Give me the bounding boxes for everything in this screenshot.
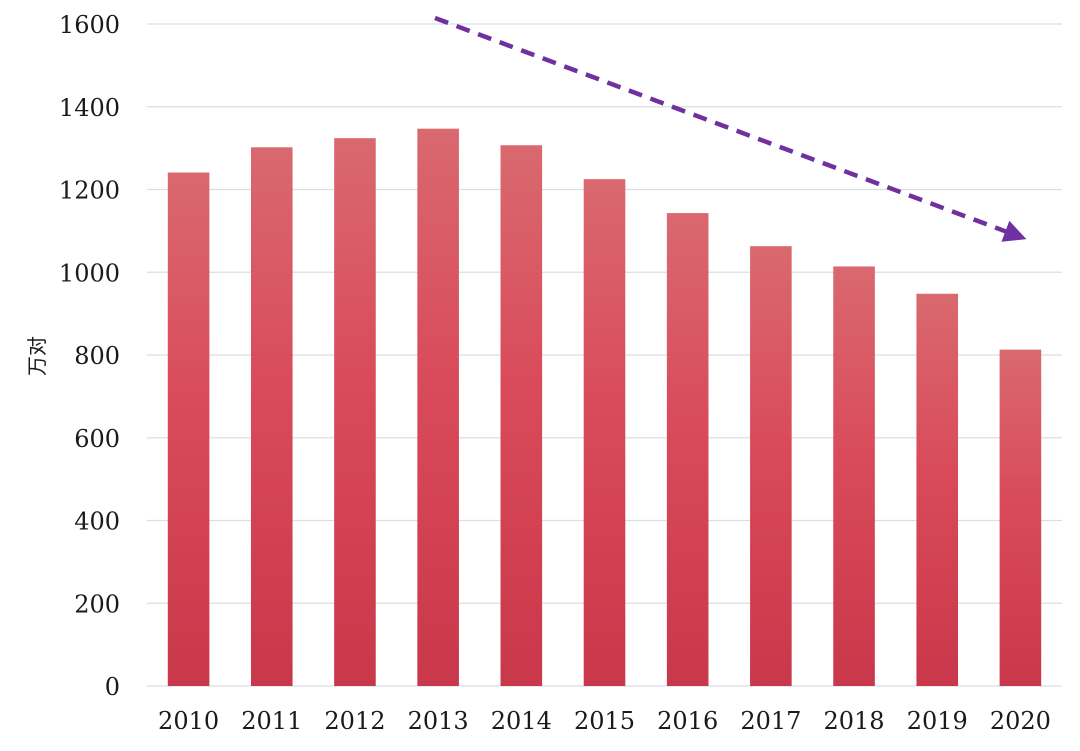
x-axis: 2010 2011 2012 2013 2014 2015 2016 2017 2018 2019… bbox=[158, 707, 1051, 735]
y-tick-label: 0 bbox=[105, 673, 120, 701]
x-tick-label: 2011 bbox=[241, 707, 302, 735]
bars bbox=[167, 128, 1042, 687]
bar-2010 bbox=[167, 172, 210, 686]
trend-arrow bbox=[434, 15, 1027, 242]
bar-2012 bbox=[334, 138, 376, 686]
x-tick-label: 2016 bbox=[657, 707, 718, 735]
bar-2020 bbox=[999, 349, 1042, 686]
bar-2011 bbox=[250, 147, 293, 687]
bar-2019 bbox=[916, 293, 959, 686]
y-tick-label: 400 bbox=[74, 508, 120, 536]
x-tick-label: 2020 bbox=[990, 707, 1051, 735]
y-tick-label: 1400 bbox=[59, 94, 120, 122]
y-tick-label: 1200 bbox=[59, 177, 120, 205]
bar-2016 bbox=[666, 213, 709, 687]
y-axis-label: 万对 bbox=[25, 336, 49, 376]
bar-2014 bbox=[500, 145, 543, 686]
bar-2015 bbox=[583, 179, 626, 686]
x-tick-label: 2015 bbox=[574, 707, 635, 735]
bar-2018 bbox=[833, 266, 875, 686]
x-tick-label: 2019 bbox=[907, 707, 968, 735]
x-tick-label: 2017 bbox=[740, 707, 801, 735]
y-tick-label: 1000 bbox=[59, 259, 120, 287]
y-tick-label: 800 bbox=[74, 342, 120, 370]
bar-2013 bbox=[417, 128, 459, 686]
y-tick-label: 600 bbox=[74, 425, 120, 453]
x-tick-label: 2013 bbox=[408, 707, 469, 735]
y-tick-label: 200 bbox=[74, 590, 120, 618]
y-axis: 0 200 400 600 800 1000 1200 1400 1600 bbox=[59, 11, 120, 701]
y-tick-label: 1600 bbox=[59, 11, 120, 39]
x-tick-label: 2014 bbox=[491, 707, 552, 735]
x-tick-label: 2018 bbox=[824, 707, 885, 735]
x-tick-label: 2012 bbox=[324, 707, 385, 735]
bar-2017 bbox=[750, 246, 792, 686]
x-tick-label: 2010 bbox=[158, 707, 219, 735]
